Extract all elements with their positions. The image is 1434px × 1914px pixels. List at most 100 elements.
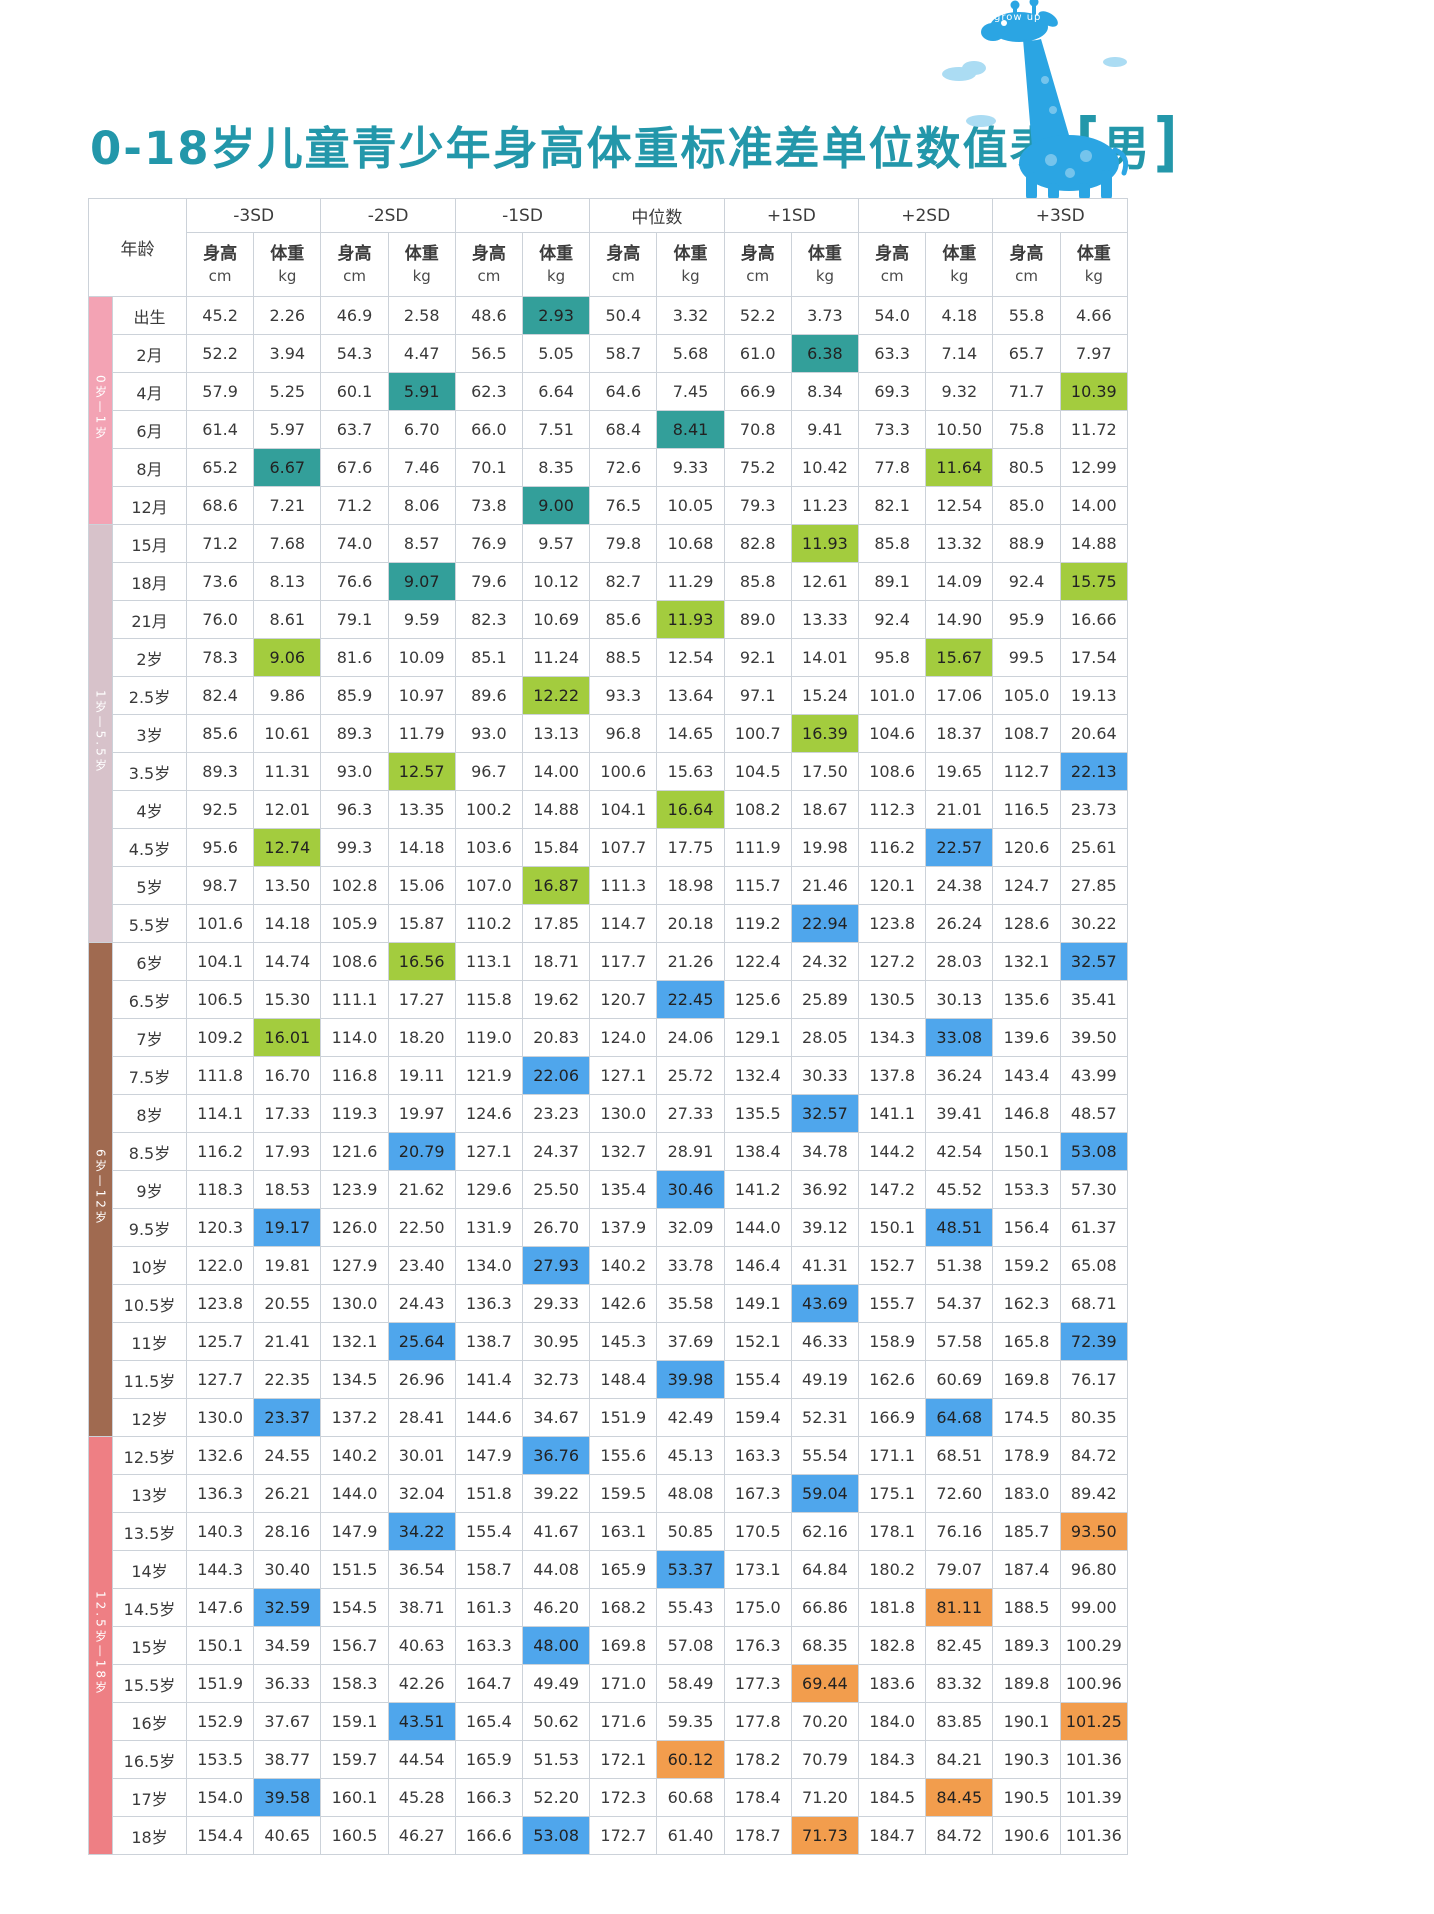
weight-value: 37.69 — [656, 1322, 725, 1361]
height-value: 124.0 — [589, 1018, 658, 1057]
height-value: 70.1 — [454, 448, 524, 487]
weight-value: 12.99 — [1059, 448, 1129, 487]
height-value: 184.3 — [858, 1740, 927, 1779]
weight-value: 22.94 — [790, 904, 860, 943]
height-value: 75.8 — [992, 410, 1061, 449]
weight-value: 17.54 — [1059, 638, 1129, 677]
weight-value: 7.51 — [522, 410, 591, 449]
age-label: 4.5岁 — [112, 828, 187, 867]
age-column-header: 年龄 — [88, 198, 187, 297]
height-value: 112.3 — [858, 790, 927, 829]
height-value: 137.2 — [320, 1398, 389, 1437]
height-value: 154.5 — [320, 1588, 389, 1627]
table-row: 14岁 144.3 30.40 151.5 36.54 158.7 44.08 165.9 53… — [89, 1550, 1129, 1589]
weight-value: 89.42 — [1059, 1474, 1129, 1513]
weight-value: 12.54 — [656, 638, 725, 677]
height-value: 149.1 — [723, 1284, 792, 1323]
height-value: 177.3 — [723, 1664, 792, 1703]
table-row: 15.5岁 151.9 36.33 158.3 42.26 164.7 49.49 171.0… — [89, 1664, 1129, 1703]
weight-value: 49.49 — [522, 1664, 591, 1703]
height-value: 130.5 — [858, 980, 927, 1019]
height-value: 123.8 — [185, 1284, 255, 1323]
weight-value: 7.46 — [387, 448, 456, 487]
height-value: 148.4 — [589, 1360, 658, 1399]
weight-value: 32.57 — [790, 1094, 860, 1133]
weight-value: 30.33 — [790, 1056, 860, 1095]
weight-value: 83.85 — [925, 1702, 994, 1741]
age-group-label: 1岁—5.5岁 — [93, 689, 108, 774]
height-value: 177.8 — [723, 1702, 792, 1741]
weight-value: 39.22 — [522, 1474, 591, 1513]
age-label: 8.5岁 — [112, 1132, 187, 1171]
weight-value: 13.13 — [522, 714, 591, 753]
height-value: 127.1 — [589, 1056, 658, 1095]
weight-value: 3.94 — [253, 334, 322, 373]
weight-value: 26.70 — [522, 1208, 591, 1247]
weight-value: 43.69 — [790, 1284, 860, 1323]
height-value: 181.8 — [858, 1588, 927, 1627]
table-row: 9.5岁 120.3 19.17 126.0 22.50 131.9 26.70 137.9 3… — [89, 1208, 1129, 1247]
height-value: 97.1 — [723, 676, 792, 715]
height-value: 155.4 — [723, 1360, 792, 1399]
height-value: 73.6 — [185, 562, 255, 601]
table-row: 8岁 114.1 17.33 119.3 19.97 124.6 23.23 130.0 27.… — [89, 1094, 1129, 1133]
weight-value: 38.71 — [387, 1588, 456, 1627]
weight-value: 19.65 — [925, 752, 994, 791]
growth-table: 年龄 -3SD -2SD -1SD 中位数 +1SD +2SD +3SD 身高 c… — [88, 198, 1129, 1855]
weight-value: 16.56 — [387, 942, 456, 981]
weight-value: 17.27 — [387, 980, 456, 1019]
height-value: 120.6 — [992, 828, 1061, 867]
weight-value: 16.87 — [522, 866, 591, 905]
weight-value: 84.72 — [925, 1816, 994, 1855]
weight-value: 30.22 — [1059, 904, 1129, 943]
height-value: 95.6 — [185, 828, 255, 867]
weight-value: 12.01 — [253, 790, 322, 829]
age-label: 7岁 — [112, 1018, 187, 1057]
weight-value: 7.14 — [925, 334, 994, 373]
age-label: 13.5岁 — [112, 1512, 187, 1551]
table-row: 14.5岁 147.6 32.59 154.5 38.71 161.3 46.20 168.2… — [89, 1588, 1129, 1627]
table-row: 4月 57.9 5.25 60.1 5.91 62.3 6.64 64.6 7.45 66.9 8.… — [89, 372, 1129, 411]
height-value: 151.9 — [185, 1664, 255, 1703]
table-row: 15岁 150.1 34.59 156.7 40.63 163.3 48.00 169.8 57… — [89, 1626, 1129, 1665]
height-value: 135.5 — [723, 1094, 792, 1133]
height-value: 188.5 — [992, 1588, 1061, 1627]
height-value: 50.4 — [589, 296, 658, 335]
age-label: 6.5岁 — [112, 980, 187, 1019]
height-value: 150.1 — [185, 1626, 255, 1665]
weight-value: 76.17 — [1059, 1360, 1129, 1399]
weight-value: 28.91 — [656, 1132, 725, 1171]
height-value: 124.6 — [454, 1094, 524, 1133]
weight-value: 42.54 — [925, 1132, 994, 1171]
weight-value: 11.23 — [790, 486, 860, 525]
height-value: 172.7 — [589, 1816, 658, 1855]
weight-value: 17.93 — [253, 1132, 322, 1171]
height-value: 106.5 — [185, 980, 255, 1019]
weight-value: 99.00 — [1059, 1588, 1129, 1627]
weight-subheader: 体重 kg — [387, 232, 456, 297]
group-header-minus3sd: -3SD — [185, 198, 322, 233]
weight-value: 20.64 — [1059, 714, 1129, 753]
height-value: 166.3 — [454, 1778, 524, 1817]
height-value: 120.7 — [589, 980, 658, 1019]
height-value: 130.0 — [320, 1284, 389, 1323]
weight-value: 43.99 — [1059, 1056, 1129, 1095]
height-value: 104.5 — [723, 752, 792, 791]
age-label: 7.5岁 — [112, 1056, 187, 1095]
height-value: 127.9 — [320, 1246, 389, 1285]
weight-value: 71.73 — [790, 1816, 860, 1855]
weight-value: 21.41 — [253, 1322, 322, 1361]
height-value: 113.1 — [454, 942, 524, 981]
weight-value: 24.37 — [522, 1132, 591, 1171]
weight-value: 39.50 — [1059, 1018, 1129, 1057]
table-row: 6.5岁 106.5 15.30 111.1 17.27 115.8 19.62 120.7 2… — [89, 980, 1129, 1019]
height-value: 109.2 — [185, 1018, 255, 1057]
height-value: 159.2 — [992, 1246, 1061, 1285]
height-value: 92.4 — [858, 600, 927, 639]
weight-value: 5.25 — [253, 372, 322, 411]
weight-value: 101.39 — [1059, 1778, 1129, 1817]
height-value: 92.5 — [185, 790, 255, 829]
age-label: 9.5岁 — [112, 1208, 187, 1247]
height-value: 57.9 — [185, 372, 255, 411]
